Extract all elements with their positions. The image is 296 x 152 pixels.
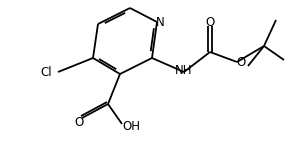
Text: O: O: [237, 55, 246, 69]
Text: N: N: [156, 16, 164, 29]
Text: Cl: Cl: [40, 66, 52, 78]
Text: O: O: [205, 16, 215, 29]
Text: OH: OH: [122, 121, 140, 133]
Text: NH: NH: [175, 64, 193, 78]
Text: O: O: [74, 116, 84, 128]
